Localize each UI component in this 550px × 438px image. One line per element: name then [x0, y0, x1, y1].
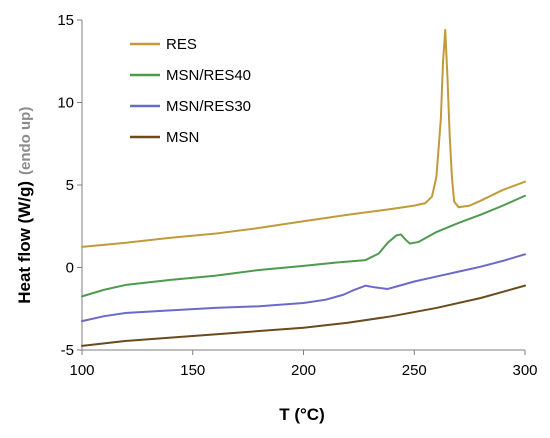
series-layer	[81, 28, 526, 347]
legend-label-msn-res30: MSN/RES30	[166, 98, 251, 115]
y-tick-label: 5	[66, 177, 74, 194]
y-axis-title: Heat flow (W/g)	[15, 181, 34, 304]
y-axis-note: (endo up)	[17, 107, 34, 175]
y-tick-label: 10	[57, 95, 74, 112]
legend: RES MSN/RES40 MSN/RES30 MSN	[130, 36, 251, 146]
y-tick-label: 15	[57, 12, 74, 29]
x-tick-label: 150	[180, 362, 205, 379]
legend-label-res: RES	[166, 36, 197, 53]
y-axis-title-group: Heat flow (W/g) (endo up)	[15, 107, 34, 304]
series-line-msn-res30	[81, 253, 526, 323]
legend-label-msn: MSN	[166, 129, 199, 146]
axes-layer: 100 150 200 250 300 -5 0 5 10 15	[57, 12, 537, 379]
x-axis-title: T (°C)	[279, 405, 325, 424]
series-line-msn-res40	[81, 194, 526, 298]
series-line-msn	[81, 284, 526, 347]
y-tick-label: -5	[61, 342, 74, 359]
series-line-res	[81, 28, 526, 248]
legend-label-msn-res40: MSN/RES40	[166, 67, 251, 84]
x-tick-label: 250	[402, 362, 427, 379]
x-tick-label: 200	[291, 362, 316, 379]
x-tick-label: 300	[512, 362, 537, 379]
y-tick-label: 0	[66, 260, 74, 277]
x-tick-label: 100	[69, 362, 94, 379]
